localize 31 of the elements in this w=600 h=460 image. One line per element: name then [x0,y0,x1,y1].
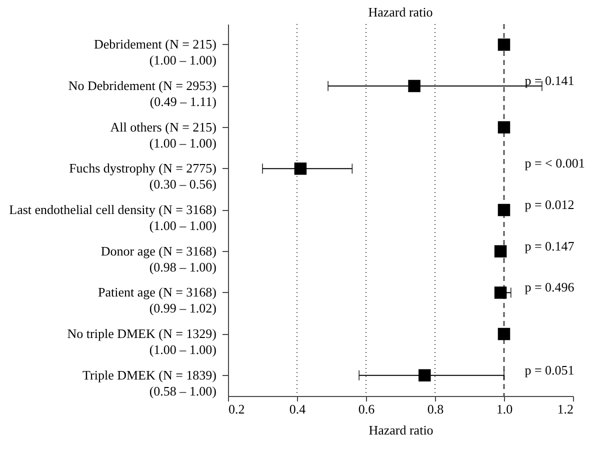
point [498,38,510,51]
x-tick-label: 1.0 [496,402,513,416]
point [498,204,510,216]
point [408,80,420,92]
y2-tick-label: p = 0.012 [524,197,574,212]
x-tick-label: 0.4 [289,402,306,416]
point [494,286,507,299]
y-tick-label: No triple DMEK (N = 1329) (1.00 – 1.00) [67,326,216,357]
point [418,369,431,382]
x-tick-label: 0.6 [358,402,376,416]
point [498,328,510,340]
x-tick-label: 0.8 [427,402,444,416]
point [294,162,307,175]
y-tick-label: Patient age (N = 3168) (0.99 – 1.02) [98,284,216,316]
y-tick-label: Donor age (N = 3168) (0.98 – 1.00) [100,243,216,274]
x-tick-label: 0.2 [228,402,245,416]
y-tick-label: Last endothelial cell density (N = 3168) (1.00 – 1.00) [9,202,216,233]
y2-tick-label: p = 0.147 [524,238,575,254]
y-tick-label: Fuchs dystrophy (N = 2775) (0.30 – 0.56) [69,160,216,192]
y-tick-label: Debridement (N = 215) (1.00 – 1.00) [94,36,216,68]
y2-tick-label: p = 0.496 [524,280,575,295]
point [498,121,510,134]
y-tick-label: All others (N = 215) (1.00 – 1.00) [110,119,216,150]
chart-title: Hazard ratio [368,4,433,20]
y2-tick-label: p = < 0.001 [524,156,585,171]
x-tick-label: 1.2 [557,402,574,416]
x-axis-title: Hazard ratio [368,422,434,438]
y-tick-label: No Debridement (N = 2953) (0.49 – 1.11) [68,78,216,109]
y-tick-label: Triple DMEK (N = 1839) (0.58 – 1.00) [82,367,216,398]
point [494,245,507,258]
y2-tick-label: p = 0.051 [524,362,574,378]
